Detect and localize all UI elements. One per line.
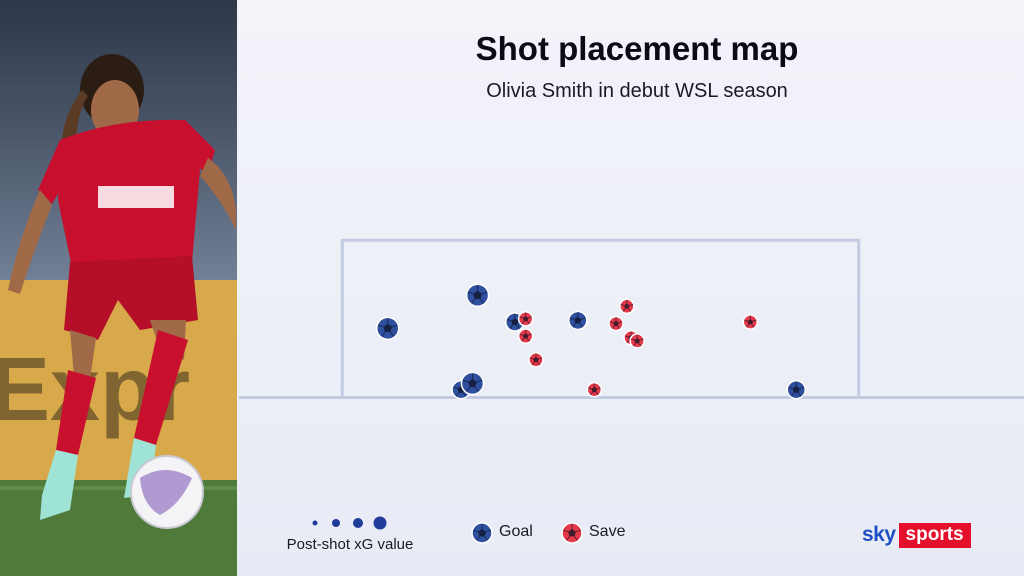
- chart-panel: [237, 0, 1024, 576]
- player-photo: Expr: [0, 0, 237, 576]
- legend-goal-label: Goal: [499, 523, 533, 540]
- goal-frame: [239, 238, 1024, 400]
- legend-markers: [312, 516, 583, 544]
- legend-size-dot: [373, 516, 387, 530]
- legend-save-marker: [561, 522, 583, 544]
- goal-shot-marker: [786, 379, 806, 400]
- save-shot-marker: [619, 298, 635, 315]
- save-shot-marker: [629, 333, 645, 349]
- chart-title: Shot placement map: [475, 30, 799, 67]
- legend-size-label: Post-shot xG value: [286, 536, 414, 553]
- legend-size-dot: [353, 518, 363, 528]
- save-shot-marker: [608, 315, 624, 332]
- save-shot-marker: [528, 352, 544, 368]
- save-shot-marker: [517, 328, 534, 344]
- goal-shot-marker: [375, 316, 400, 341]
- shot-markers: [375, 283, 806, 400]
- legend-goal-marker: [471, 522, 493, 544]
- save-shot-marker: [742, 314, 759, 330]
- save-shot-marker: [586, 381, 603, 398]
- legend-size-dot: [332, 519, 340, 527]
- goal-shot-marker: [568, 310, 588, 331]
- sky-wordmark: sky: [862, 523, 896, 546]
- sky-sports-logo: sky sports: [862, 521, 971, 549]
- legend-size-dot: [312, 520, 318, 526]
- chart-subtitle: Olivia Smith in debut WSL season: [486, 80, 788, 102]
- goal-shot-marker: [465, 283, 490, 308]
- goal-posts-crossbar: [340, 238, 861, 398]
- goal-shot-marker: [460, 371, 485, 396]
- legend-save-label: Save: [589, 523, 626, 540]
- save-shot-marker: [517, 311, 534, 327]
- sports-wordmark: sports: [898, 522, 971, 548]
